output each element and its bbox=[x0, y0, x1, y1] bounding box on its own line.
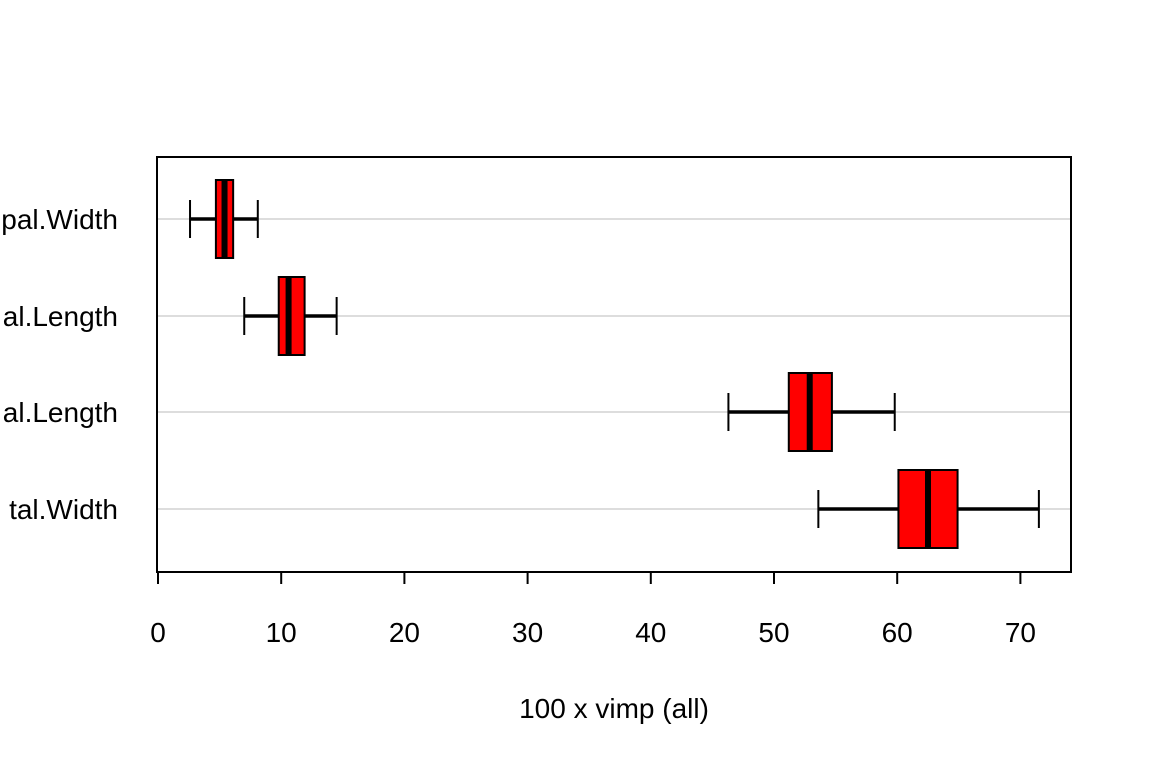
category-label: al.Length bbox=[3, 301, 118, 332]
y-category-labels: pal.Width al.Length al.Length tal.Width bbox=[1, 204, 118, 525]
boxes bbox=[189, 179, 1040, 549]
box-sepal-length bbox=[243, 276, 338, 356]
category-label: pal.Width bbox=[1, 204, 118, 235]
box-petal-width bbox=[817, 469, 1040, 549]
x-axis: 0 10 20 30 40 50 60 70 bbox=[150, 571, 1036, 648]
box-sepal-width bbox=[189, 179, 259, 259]
box-iqr bbox=[277, 276, 306, 356]
category-label: al.Length bbox=[3, 397, 118, 428]
x-axis-label: 100 x vimp (all) bbox=[519, 693, 709, 724]
x-tick-label: 50 bbox=[758, 617, 789, 648]
x-tick-label: 60 bbox=[882, 617, 913, 648]
x-tick-label: 0 bbox=[150, 617, 166, 648]
x-tick-label: 30 bbox=[512, 617, 543, 648]
x-tick-label: 20 bbox=[389, 617, 420, 648]
grid-lines bbox=[157, 218, 1071, 510]
x-tick-label: 70 bbox=[1005, 617, 1036, 648]
x-tick-label: 10 bbox=[266, 617, 297, 648]
category-label: tal.Width bbox=[9, 494, 118, 525]
box-petal-length bbox=[727, 372, 896, 452]
x-tick-label: 40 bbox=[635, 617, 666, 648]
